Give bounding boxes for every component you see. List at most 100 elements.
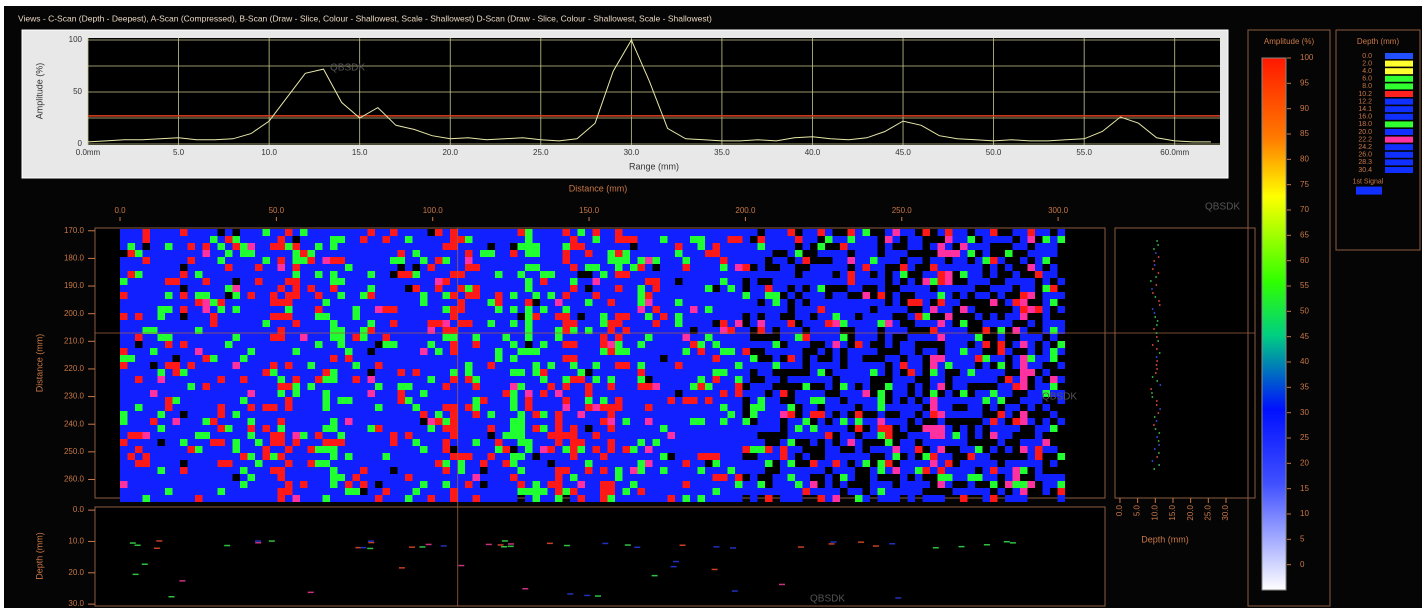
c-scan-cell <box>263 488 271 495</box>
c-scan-cell <box>360 257 368 264</box>
c-scan-cell <box>143 418 151 425</box>
c-scan-cell <box>195 236 203 243</box>
c-scan-cell <box>803 292 811 299</box>
c-scan-cell <box>323 460 331 467</box>
c-scan-cell <box>195 243 203 250</box>
c-scan-cell <box>548 278 556 285</box>
c-scan-cell <box>885 404 893 411</box>
c-scan-cell <box>420 467 428 474</box>
c-scan-cell <box>480 257 488 264</box>
c-scan-cell <box>173 495 181 502</box>
c-scan-cell <box>923 285 931 292</box>
c-scan-cell <box>683 460 691 467</box>
x-tick-label: 10.0 <box>1150 504 1159 520</box>
c-scan-cell <box>158 278 166 285</box>
c-scan-cell <box>173 257 181 264</box>
c-scan-cell <box>1043 404 1051 411</box>
c-scan-cell <box>210 390 218 397</box>
c-scan-cell <box>983 257 991 264</box>
c-scan-cell <box>368 432 376 439</box>
b-scan-echo <box>1158 300 1160 302</box>
c-scan-cell <box>833 446 841 453</box>
c-scan-cell <box>848 404 856 411</box>
c-scan-cell <box>855 376 863 383</box>
c-scan-cell <box>638 488 646 495</box>
c-scan-cell <box>165 369 173 376</box>
c-scan-cell <box>285 481 293 488</box>
c-scan-cell <box>533 376 541 383</box>
c-scan-cell <box>780 299 788 306</box>
c-scan-cell <box>248 495 256 502</box>
c-scan-cell <box>1020 495 1028 502</box>
c-scan-cell <box>668 418 676 425</box>
c-scan-cell <box>203 390 211 397</box>
x-tick-label: 60.0mm <box>1160 148 1189 157</box>
c-scan-cell <box>503 229 511 236</box>
c-scan-cell <box>248 418 256 425</box>
c-scan-cell <box>465 397 473 404</box>
c-scan-cell <box>533 397 541 404</box>
c-scan-cell <box>795 376 803 383</box>
c-scan-cell <box>210 432 218 439</box>
c-scan-cell <box>698 264 706 271</box>
c-scan-cell <box>555 257 563 264</box>
c-scan-cell <box>210 439 218 446</box>
c-scan-cell <box>555 250 563 257</box>
d-scan-echo <box>179 580 185 582</box>
y-tick-label: 50 <box>73 87 82 96</box>
c-scan-cell <box>450 460 458 467</box>
c-scan-cell <box>458 299 466 306</box>
c-scan-cell <box>420 341 428 348</box>
c-scan-cell <box>188 495 196 502</box>
c-scan-cell <box>758 467 766 474</box>
c-scan-cell <box>1013 383 1021 390</box>
c-scan-cell <box>458 250 466 257</box>
c-scan-cell <box>240 257 248 264</box>
c-scan-cell <box>255 264 263 271</box>
c-scan-cell <box>833 488 841 495</box>
c-scan-cell <box>525 320 533 327</box>
c-scan-cell <box>480 362 488 369</box>
c-scan-cell <box>195 285 203 292</box>
c-scan-cell <box>608 348 616 355</box>
c-scan-cell <box>848 348 856 355</box>
c-scan-cell <box>255 271 263 278</box>
c-scan-cell <box>488 341 496 348</box>
c-scan-cell <box>360 383 368 390</box>
c-scan-cell <box>345 292 353 299</box>
c-scan-cell <box>360 334 368 341</box>
c-scan-cell <box>1013 243 1021 250</box>
c-scan-cell <box>698 299 706 306</box>
c-scan-cell <box>690 285 698 292</box>
c-scan-cell <box>465 481 473 488</box>
c-scan-cell <box>278 404 286 411</box>
c-scan-cell <box>938 257 946 264</box>
c-scan-cell <box>795 488 803 495</box>
c-scan-cell <box>338 313 346 320</box>
c-scan-cell <box>383 397 391 404</box>
c-scan-cell <box>428 432 436 439</box>
c-scan-cell <box>158 474 166 481</box>
c-scan-cell <box>293 306 301 313</box>
c-scan-cell <box>128 411 136 418</box>
c-scan-cell <box>570 285 578 292</box>
c-scan-cell <box>1020 236 1028 243</box>
c-scan-cell <box>240 383 248 390</box>
c-scan-cell <box>848 243 856 250</box>
c-scan-cell <box>278 299 286 306</box>
c-scan-cell <box>450 369 458 376</box>
c-scan-cell <box>810 481 818 488</box>
c-scan-cell <box>1020 341 1028 348</box>
c-scan-cell <box>728 376 736 383</box>
c-scan-cell <box>360 362 368 369</box>
c-scan-cell <box>758 369 766 376</box>
c-scan-cell <box>668 446 676 453</box>
c-scan-cell <box>878 390 886 397</box>
c-scan-cell <box>210 341 218 348</box>
c-scan-cell <box>968 236 976 243</box>
c-scan-cell <box>188 348 196 355</box>
c-scan-cell <box>638 285 646 292</box>
c-scan-cell <box>623 411 631 418</box>
c-scan-cell <box>720 397 728 404</box>
c-scan-cell <box>480 271 488 278</box>
